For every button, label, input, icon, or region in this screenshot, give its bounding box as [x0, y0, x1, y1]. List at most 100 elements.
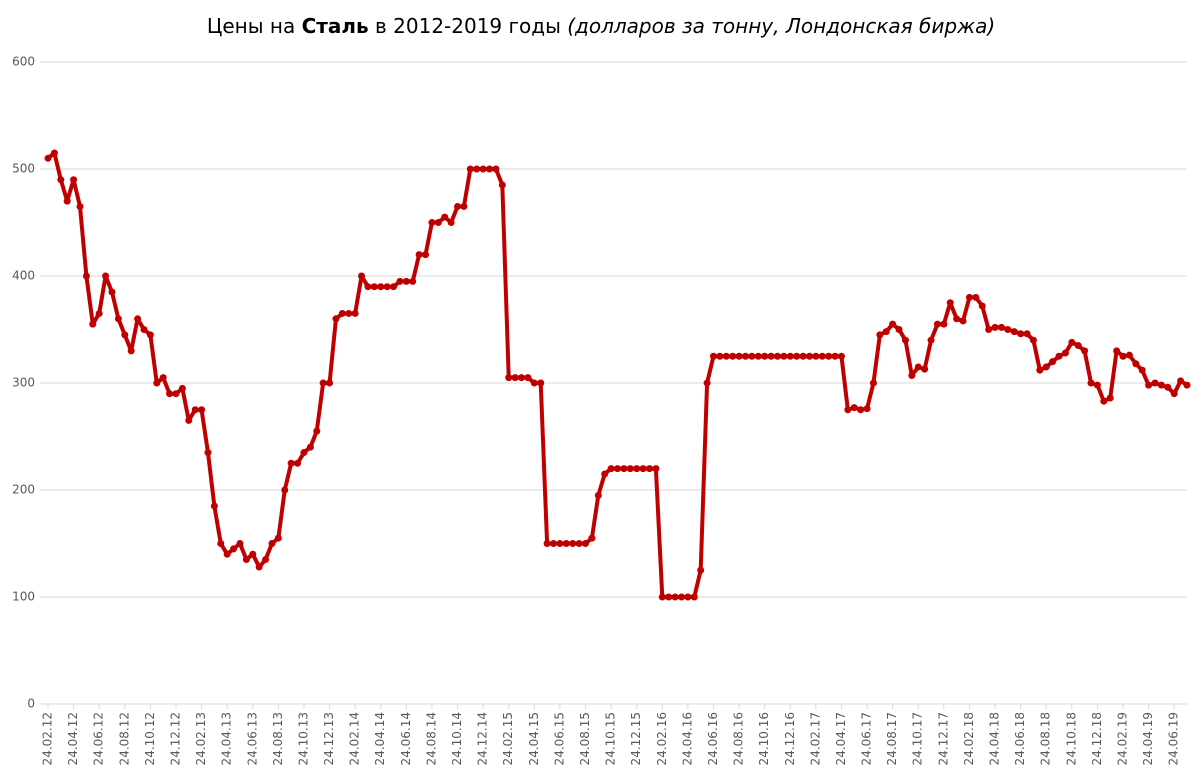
- point-marker: [198, 406, 206, 414]
- point-marker: [908, 372, 916, 380]
- x-tick-label: 24.04.14: [373, 712, 387, 765]
- point-marker: [121, 331, 129, 339]
- point-marker: [671, 593, 679, 601]
- point-marker: [102, 272, 110, 280]
- point-marker: [191, 406, 199, 414]
- point-marker: [844, 406, 852, 414]
- x-tick-label: 24.08.14: [424, 712, 438, 765]
- point-marker: [172, 390, 180, 398]
- point-marker: [95, 309, 103, 317]
- point-marker: [562, 540, 570, 547]
- point-marker: [831, 352, 839, 360]
- point-marker: [242, 556, 250, 564]
- point-marker: [108, 288, 116, 296]
- point-marker: [518, 374, 526, 382]
- point-marker: [1068, 338, 1076, 346]
- point-marker: [185, 416, 193, 424]
- point-marker: [773, 352, 781, 360]
- point-marker: [402, 277, 410, 285]
- x-tick-label: 24.06.16: [706, 712, 720, 765]
- point-marker: [818, 352, 826, 360]
- point-marker: [837, 352, 845, 360]
- x-tick-label: 24.02.13: [194, 712, 208, 765]
- point-marker: [761, 352, 769, 360]
- x-tick-label: 24.02.14: [348, 712, 362, 765]
- point-marker: [1125, 351, 1133, 359]
- y-tick-label: 200: [12, 483, 35, 497]
- x-tick-label: 24.08.18: [1039, 712, 1053, 765]
- point-marker: [876, 331, 884, 339]
- x-tick-label: 24.12.16: [783, 712, 797, 765]
- x-tick-label: 24.02.17: [808, 712, 822, 765]
- point-marker: [940, 320, 948, 328]
- point-marker: [927, 336, 935, 344]
- x-tick-label: 24.04.12: [66, 712, 80, 765]
- x-tick-label: 24.12.15: [629, 712, 643, 765]
- point-marker: [709, 352, 717, 360]
- y-tick-label: 0: [27, 697, 35, 711]
- point-marker: [166, 390, 174, 398]
- point-marker: [1106, 394, 1114, 402]
- point-marker: [178, 384, 186, 392]
- title-part: (долларов за тонну, Лондонская биржа): [567, 14, 995, 38]
- point-marker: [351, 309, 359, 317]
- point-marker: [997, 323, 1005, 331]
- point-marker: [76, 202, 84, 210]
- x-tick-label: 24.10.13: [296, 712, 310, 765]
- point-marker: [447, 219, 455, 226]
- point-marker: [204, 449, 212, 457]
- point-marker: [1170, 390, 1178, 398]
- x-tick-label: 24.02.15: [501, 712, 515, 765]
- point-marker: [1017, 330, 1025, 338]
- point-marker: [498, 181, 506, 189]
- point-marker: [729, 352, 737, 360]
- point-marker: [159, 374, 167, 382]
- point-marker: [492, 165, 500, 173]
- point-marker: [991, 323, 999, 331]
- point-marker: [658, 593, 666, 601]
- x-tick-label: 24.04.16: [680, 712, 694, 765]
- point-marker: [530, 379, 538, 387]
- x-tick-label: 24.08.13: [271, 712, 285, 765]
- point-marker: [588, 534, 596, 542]
- point-marker: [1036, 366, 1044, 374]
- point-marker: [57, 176, 65, 184]
- point-marker: [428, 219, 436, 226]
- point-marker: [300, 449, 308, 457]
- point-marker: [850, 404, 858, 412]
- point-marker: [690, 593, 698, 601]
- point-marker: [287, 459, 295, 467]
- point-marker: [1151, 379, 1159, 387]
- point-marker: [236, 540, 244, 547]
- point-marker: [703, 379, 711, 387]
- point-marker: [620, 465, 628, 473]
- point-marker: [262, 556, 270, 564]
- point-marker: [1055, 352, 1063, 360]
- point-marker: [1010, 328, 1018, 336]
- point-marker: [582, 540, 590, 547]
- title-part: Цены на: [207, 14, 302, 38]
- point-marker: [946, 299, 954, 307]
- x-tick-label: 24.06.18: [1013, 712, 1027, 765]
- point-marker: [965, 293, 973, 301]
- point-marker: [294, 459, 302, 467]
- x-tick-label: 24.10.18: [1064, 712, 1078, 765]
- point-marker: [639, 465, 647, 473]
- point-marker: [409, 277, 417, 285]
- x-tick-label: 24.12.17: [936, 712, 950, 765]
- point-marker: [82, 272, 90, 280]
- point-marker: [889, 320, 897, 328]
- x-tick-label: 24.10.14: [450, 712, 464, 765]
- x-tick-label: 24.10.12: [143, 712, 157, 765]
- point-marker: [614, 465, 621, 473]
- point-marker: [217, 540, 225, 547]
- point-marker: [1164, 383, 1172, 391]
- point-marker: [601, 470, 609, 478]
- x-tick-label: 24.06.17: [860, 712, 874, 765]
- x-tick-label: 24.10.15: [604, 712, 618, 765]
- point-marker: [377, 283, 385, 291]
- x-tick-label: 24.04.15: [527, 712, 541, 765]
- x-tick-label: 24.04.18: [988, 712, 1002, 765]
- point-marker: [70, 176, 78, 184]
- chart-title: Цены на Сталь в 2012-2019 годы (долларов…: [207, 14, 995, 38]
